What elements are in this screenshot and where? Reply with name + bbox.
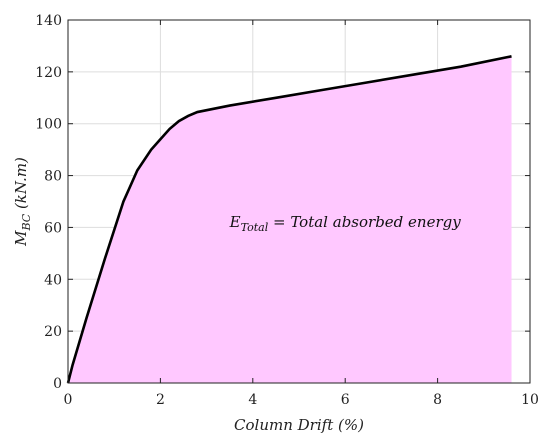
y-axis-label-unit: (kN.m) <box>12 157 30 214</box>
moment-drift-curve <box>66 55 512 384</box>
annotation-subscript: Total <box>241 221 269 234</box>
y-tick-label: 60 <box>44 220 62 236</box>
y-axis-label-subscript: BC <box>20 213 33 231</box>
y-axis-label-symbol: M <box>12 230 30 247</box>
y-tick-label: 140 <box>35 13 62 29</box>
absorbed-energy-area <box>68 56 512 384</box>
x-tick-label: 4 <box>248 392 257 408</box>
y-tick-label: 0 <box>53 376 62 392</box>
x-tick-label: 8 <box>433 392 442 408</box>
annotation-text: = Total absorbed energy <box>268 213 461 231</box>
x-tick-label: 10 <box>521 392 539 408</box>
y-tick-label: 80 <box>44 169 62 185</box>
energy-annotation: ETotal = Total absorbed energy <box>229 213 462 234</box>
annotation-symbol: E <box>229 213 241 231</box>
x-tick-label: 2 <box>156 392 165 408</box>
x-axis-label: Column Drift (%) <box>234 416 364 434</box>
y-tick-label: 40 <box>44 272 62 288</box>
x-tick-label: 6 <box>341 392 350 408</box>
y-tick-label: 100 <box>35 117 62 133</box>
y-tick-label: 20 <box>44 324 62 340</box>
y-axis-ticks: 0 20 40 60 80 100 120 140 <box>35 13 530 392</box>
x-tick-label: 0 <box>64 392 73 408</box>
axes-frame <box>67 19 531 384</box>
y-axis-label: MBC (kN.m) <box>12 157 33 247</box>
y-tick-label: 120 <box>35 65 62 81</box>
x-axis-ticks: 0 2 4 6 8 10 <box>64 20 539 408</box>
